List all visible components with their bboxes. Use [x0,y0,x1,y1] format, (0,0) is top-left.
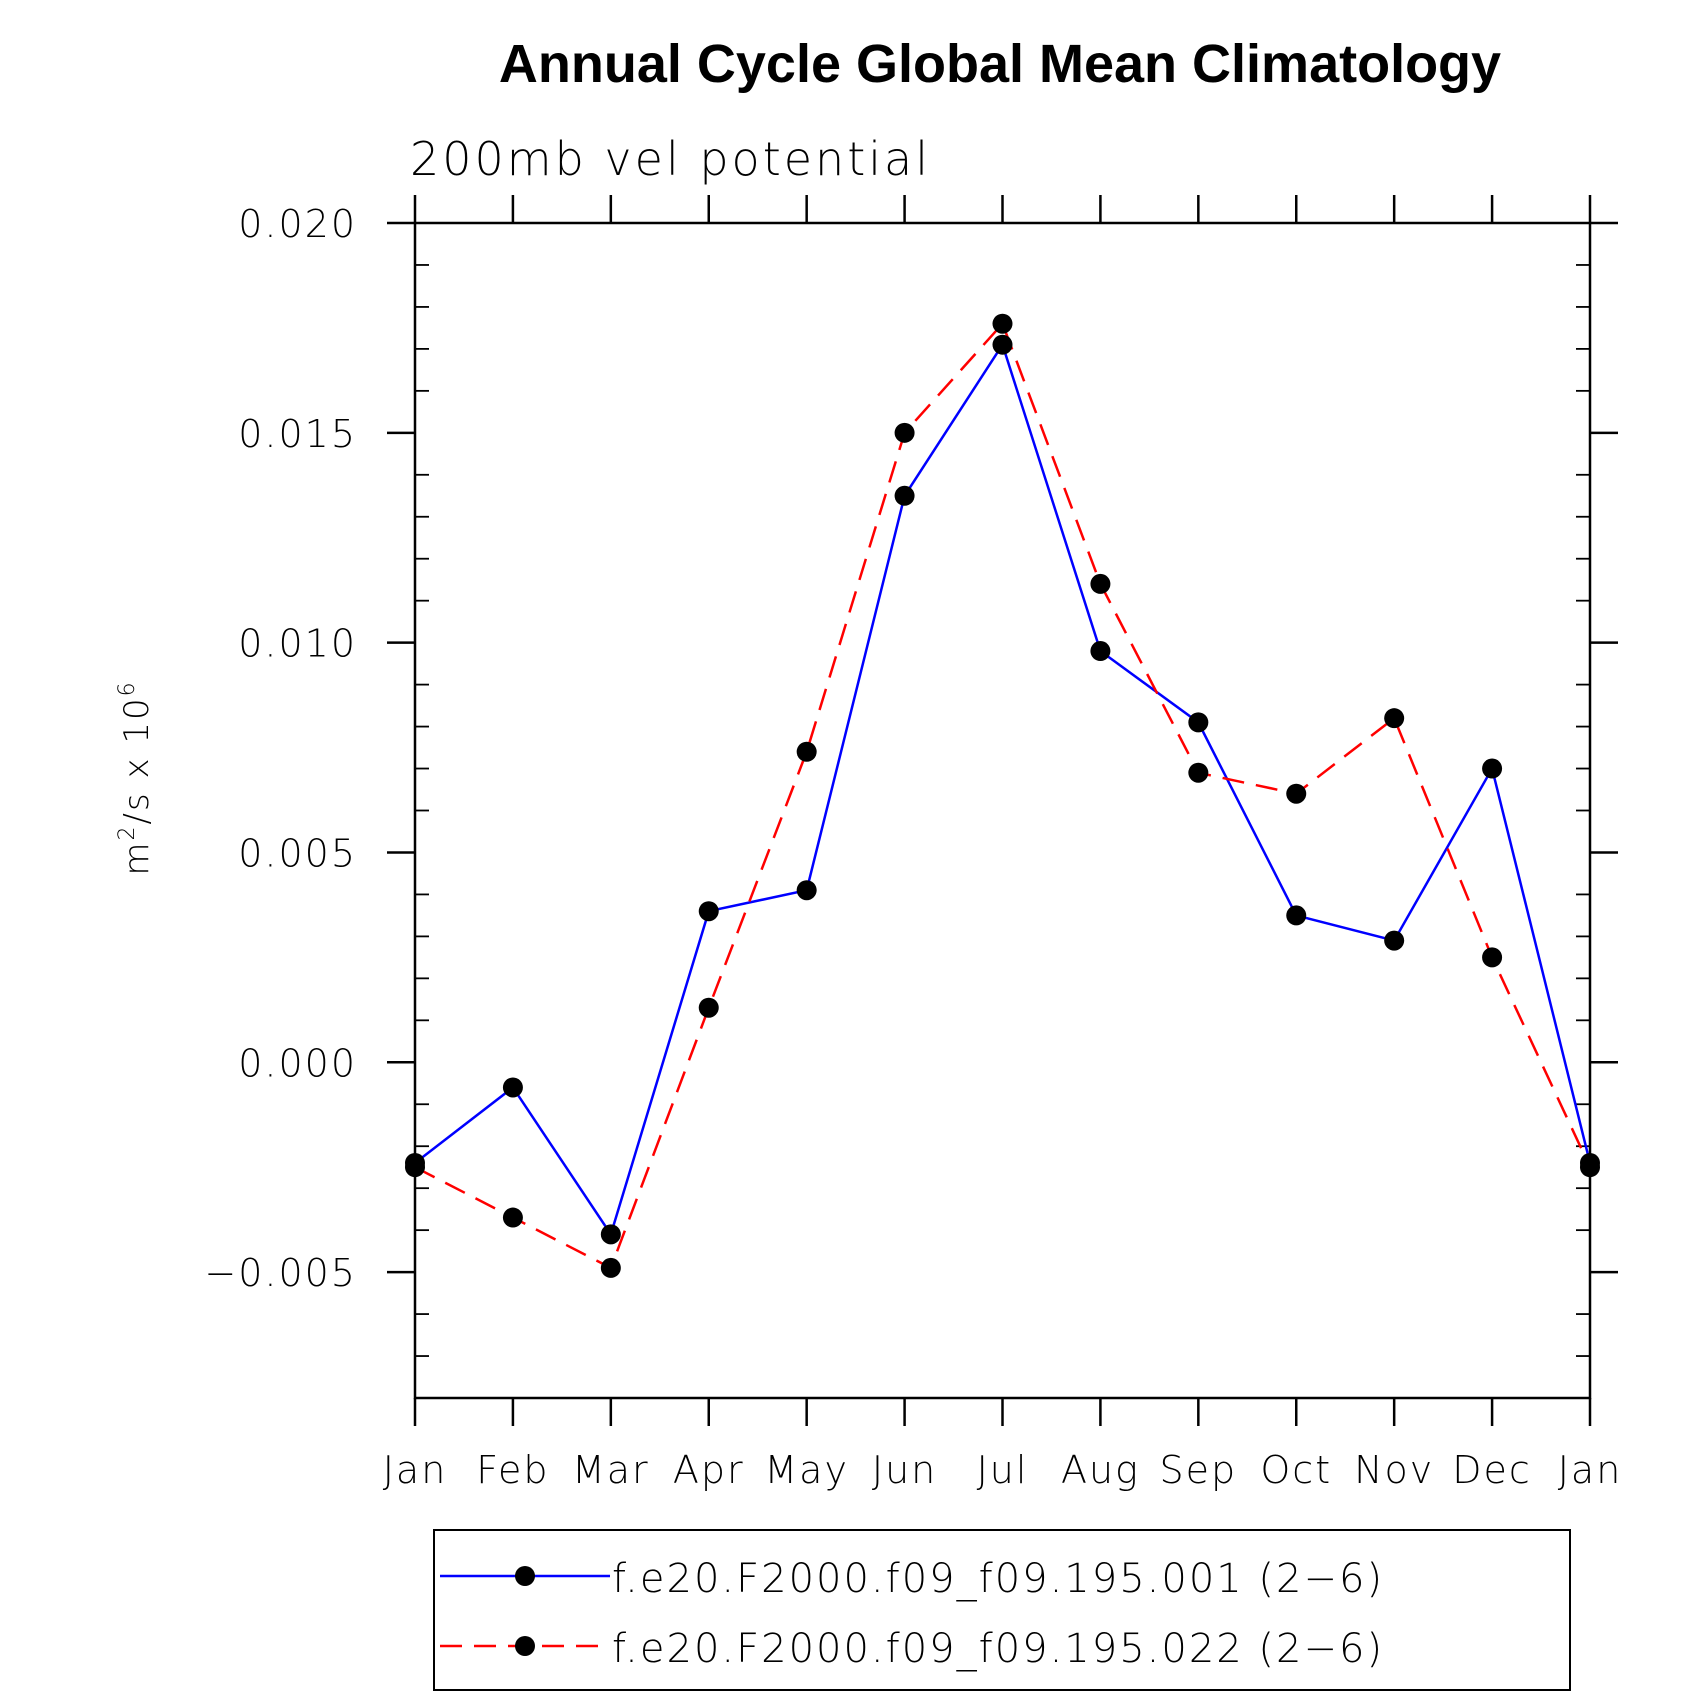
x-tick-label: Mar [572,1448,650,1492]
data-point-series-2 [894,422,915,443]
x-tick-label: Sep [1160,1448,1238,1492]
axis-ticks [387,195,1618,1426]
x-tick-label: Nov [1354,1448,1434,1492]
x-tick-label: May [764,1448,849,1492]
data-point-series-1 [1090,641,1111,662]
series-layer [405,313,1600,1278]
y-tick-label: 0.015 [238,412,357,456]
data-point-series-1 [894,485,915,506]
y-axis-label-sup1: 2 [115,825,140,841]
series-line-2 [414,321,1592,1270]
y-axis-label: m2/s x 106 [115,680,157,875]
legend-marker-series-1 [515,1566,535,1586]
x-tick-label: Jan [1558,1448,1623,1492]
data-point-series-1 [1384,930,1405,951]
plot-axes [413,221,1592,1400]
data-point-series-1 [1188,712,1209,733]
x-tick-label: Jan [383,1448,448,1492]
data-point-series-2 [796,741,817,762]
chart-title: Annual Cycle Global Mean Climatology [499,34,1501,94]
y-tick-label: 0.005 [238,831,357,875]
data-point-series-2 [992,313,1013,334]
legend-label-series-1: f.e20.F2000.f09_f09.195.001 (2−6) [612,1556,1384,1602]
data-point-series-2 [698,997,719,1018]
x-tick-label: Feb [476,1448,549,1492]
data-point-series-2 [1384,708,1405,729]
x-tick-label: Oct [1260,1448,1332,1492]
y-tick-label: 0.000 [238,1041,357,1085]
legend: f.e20.F2000.f09_f09.195.001 (2−6) f.e20.… [433,1529,1571,1691]
plot-frame [413,221,1592,1400]
data-point-series-2 [1188,762,1209,783]
data-point-series-1 [1482,758,1503,779]
legend-label-series-2: f.e20.F2000.f09_f09.195.022 (2−6) [612,1626,1384,1672]
data-point-series-1 [698,901,719,922]
x-tick-label: Apr [673,1448,745,1492]
data-point-series-1 [796,880,817,901]
x-tick-label: Aug [1061,1448,1140,1492]
axis-tick-labels: Jan Feb Mar Apr May Jun Jul Aug Sep Oct Nov Dec Jan 0… [204,202,1623,1492]
data-point-series-1 [600,1224,621,1245]
legend-marker-series-2 [515,1636,535,1656]
data-point-series-2 [405,1157,425,1178]
data-point-series-1 [1286,905,1307,926]
y-axis-label-sup2: 6 [115,680,140,696]
y-tick-label: 0.020 [238,202,357,246]
y-tick-label: 0.010 [238,622,357,666]
x-tick-label: Jul [977,1448,1029,1492]
legend-box [433,1529,1571,1691]
series-line-1 [414,341,1592,1238]
y-tick-label: −0.005 [204,1251,357,1295]
data-point-series-2 [1580,1157,1600,1178]
x-tick-label: Jun [872,1448,937,1492]
data-point-series-1 [502,1077,523,1098]
y-axis-label-base: m [117,841,157,876]
x-tick-label: Dec [1452,1448,1532,1492]
data-point-series-2 [1090,573,1111,594]
data-point-series-2 [1482,947,1503,968]
data-point-series-2 [502,1207,523,1228]
data-point-series-2 [600,1257,621,1278]
data-point-series-1 [992,334,1013,355]
chart-subtitle: 200mb vel potential [410,132,931,186]
y-axis-label-mid: /s x 10 [117,696,157,824]
data-point-series-2 [1286,783,1307,804]
